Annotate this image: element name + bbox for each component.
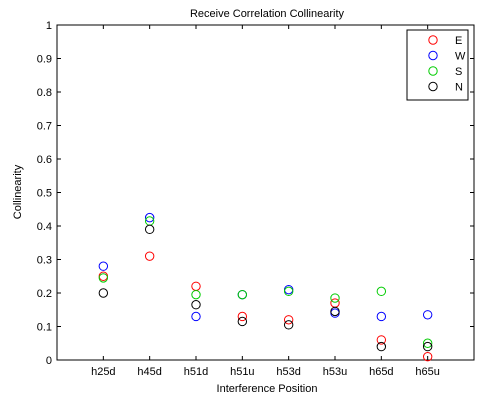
x-axis-label: Interference Position xyxy=(217,383,318,395)
x-tick-label: h65d xyxy=(369,366,393,378)
legend-label-s: S xyxy=(455,66,462,78)
y-tick-label: 0.6 xyxy=(37,154,52,166)
data-point-s xyxy=(237,289,248,300)
data-point-e xyxy=(237,311,248,322)
data-point-e xyxy=(283,315,294,325)
y-tick-label: 0.9 xyxy=(37,54,52,66)
x-tick-label: h53d xyxy=(276,366,300,378)
legend-label-e: E xyxy=(455,35,462,47)
legend-marker-n xyxy=(428,81,438,92)
data-point-s xyxy=(422,338,433,348)
y-tick-label: 0.3 xyxy=(37,255,52,267)
data-point-n xyxy=(98,288,109,298)
data-point-e xyxy=(191,281,201,291)
x-tick-label: h53u xyxy=(323,366,347,378)
x-tick-label: h25d xyxy=(91,366,115,378)
y-tick-label: 0.8 xyxy=(37,87,52,99)
data-point-n xyxy=(237,316,248,327)
legend-box xyxy=(406,29,469,101)
data-point-s xyxy=(376,286,387,297)
data-point-s xyxy=(191,289,201,300)
data-point-s xyxy=(330,293,340,303)
x-tick-label: h65u xyxy=(415,366,439,378)
data-point-e xyxy=(376,335,387,345)
legend-marker-w xyxy=(428,50,438,61)
data-point-s xyxy=(283,286,294,297)
legend-label-w: W xyxy=(455,51,466,63)
y-axis-label: Collinearity xyxy=(12,164,24,219)
y-tick-label: 0.2 xyxy=(37,288,52,300)
y-tick-label: 1 xyxy=(46,20,52,32)
y-tick-label: 0 xyxy=(46,355,52,367)
data-point-w xyxy=(191,311,201,322)
data-marks xyxy=(98,212,433,362)
data-point-w xyxy=(144,212,155,223)
data-point-n xyxy=(283,320,294,330)
y-tick-label: 0.5 xyxy=(37,188,52,200)
data-point-w xyxy=(98,261,109,271)
y-tick-label: 0.4 xyxy=(37,221,52,233)
y-tick-label: 0.1 xyxy=(37,322,52,334)
legend-label-n: N xyxy=(455,82,463,94)
legend-marker-s xyxy=(428,66,438,76)
x-tick-label: h51d xyxy=(184,366,208,378)
data-point-n xyxy=(144,224,155,235)
data-point-e xyxy=(422,351,433,362)
data-point-s xyxy=(98,273,109,283)
y-tick-label: 0.7 xyxy=(37,121,52,133)
data-point-n xyxy=(191,300,201,310)
axes: 0 0.1 0.2 0.3 0.4 0.5 0.6 0.7 0.8 0.9 1 h25d h45d h51… xyxy=(37,20,475,378)
legend-marker-e xyxy=(428,35,438,45)
data-point-n xyxy=(422,341,433,352)
x-tick-label: h51u xyxy=(230,366,254,378)
data-point-w xyxy=(376,311,387,322)
chart-title: Receive Correlation Collinearity xyxy=(190,8,345,20)
data-point-e xyxy=(330,298,340,308)
data-point-e xyxy=(144,251,155,261)
x-tick-label: h45d xyxy=(137,366,161,378)
data-point-n xyxy=(376,341,387,352)
data-point-w xyxy=(422,310,433,320)
data-point-n xyxy=(330,306,340,317)
